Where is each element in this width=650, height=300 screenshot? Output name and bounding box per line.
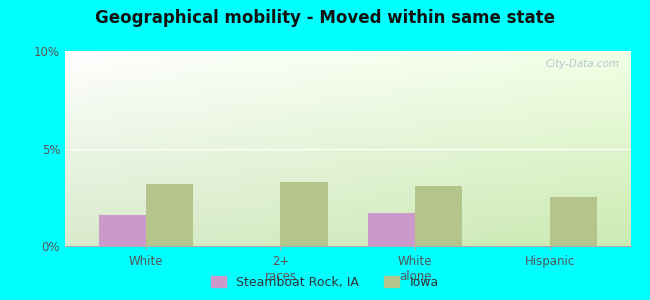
- Bar: [368, 213, 415, 246]
- Bar: [99, 215, 146, 246]
- Bar: [146, 184, 193, 246]
- Text: Geographical mobility - Moved within same state: Geographical mobility - Moved within sam…: [95, 9, 555, 27]
- Bar: [415, 185, 462, 246]
- Bar: [280, 182, 328, 246]
- Bar: [550, 197, 597, 246]
- Legend: Steamboat Rock, IA, Iowa: Steamboat Rock, IA, Iowa: [207, 271, 443, 294]
- Text: City-Data.com: City-Data.com: [545, 59, 619, 69]
